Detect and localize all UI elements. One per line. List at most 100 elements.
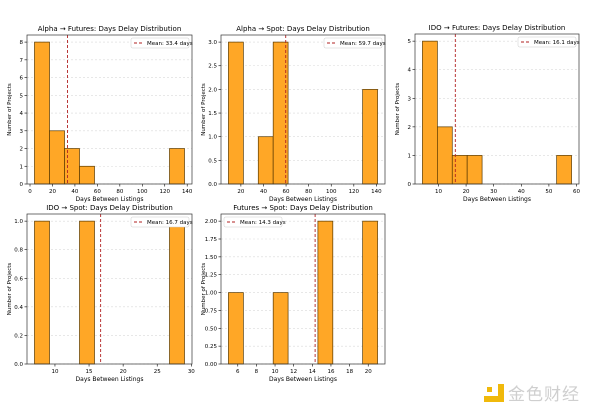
logo-icon — [484, 383, 504, 402]
histogram-bar — [169, 148, 185, 185]
y-tick-label: 0.0 — [208, 182, 217, 188]
x-tick-label: 40 — [518, 189, 525, 195]
y-tick-label: 1.75 — [205, 237, 218, 243]
y-tick-label: 3.0 — [208, 40, 217, 46]
chart-title: Futures → Spot: Days Delay Distribution — [233, 204, 373, 212]
y-tick-label: 0 — [20, 182, 24, 188]
x-tick-label: 20 — [463, 189, 470, 195]
y-tick-label: 1.25 — [205, 273, 218, 279]
watermark-text: 金色财经 — [508, 385, 580, 405]
legend-label: Mean: 16.1 days — [534, 40, 580, 46]
y-axis-label: Number of Projects — [201, 263, 207, 316]
y-tick-label: 0.0 — [14, 362, 23, 368]
y-tick-label: 0.5 — [208, 158, 217, 164]
y-tick-label: 8 — [20, 40, 24, 46]
chart-title: Alpha → Spot: Days Delay Distribution — [236, 25, 370, 33]
y-tick-label: 0.6 — [14, 276, 23, 282]
histogram-bar — [79, 220, 95, 365]
histogram-bar — [228, 41, 244, 185]
y-axis-label: Number of Projects — [7, 83, 13, 136]
histogram-bar — [362, 89, 378, 185]
y-tick-label: 2.0 — [208, 87, 217, 93]
histogram-bar — [79, 165, 95, 185]
histogram-bar — [272, 292, 289, 365]
legend-box — [223, 216, 283, 228]
x-tick-label: 50 — [545, 189, 552, 195]
y-axis-label: Number of Projects — [395, 83, 401, 136]
y-tick-label: 1.0 — [14, 219, 23, 225]
watermark-logo: 金色财经 — [484, 380, 580, 405]
y-tick-label: 3 — [20, 129, 24, 135]
histogram-bar — [228, 292, 244, 365]
legend-box — [130, 216, 190, 228]
x-tick-label: 10 — [272, 369, 279, 375]
plot-frame — [26, 34, 193, 185]
x-tick-label: 120 — [349, 189, 360, 195]
plot-frame — [26, 213, 193, 365]
histogram-bar — [34, 41, 50, 185]
x-tick-label: 20 — [237, 189, 244, 195]
y-tick-label: 2 — [408, 125, 412, 131]
histogram-bar — [257, 136, 274, 185]
x-tick-label: 140 — [182, 189, 193, 195]
x-tick-label: 20 — [49, 189, 56, 195]
x-tick-label: 30 — [188, 369, 195, 375]
y-tick-label: 4 — [20, 111, 24, 117]
y-tick-label: 0.50 — [205, 326, 218, 332]
histogram-bar — [466, 155, 483, 185]
y-axis-label: Number of Projects — [7, 263, 13, 316]
x-tick-label: 20 — [365, 369, 372, 375]
chart-title: IDO → Futures: Days Delay Distribution — [429, 24, 566, 32]
histogram-bar — [317, 220, 334, 365]
x-axis-label: Days Between Listings — [269, 196, 337, 203]
x-tick-label: 16 — [327, 369, 334, 375]
y-tick-label: 0.8 — [14, 248, 23, 254]
histogram-bar — [362, 220, 378, 365]
legend-box — [323, 37, 383, 49]
histogram-bar — [169, 220, 185, 365]
x-tick-label: 10 — [435, 189, 442, 195]
y-tick-label: 2.00 — [205, 219, 218, 225]
y-tick-label: 4 — [408, 68, 412, 74]
x-tick-label: 140 — [371, 189, 382, 195]
x-axis-label: Days Between Listings — [269, 376, 337, 383]
legend-label: Mean: 59.7 days — [340, 41, 386, 47]
y-tick-label: 6 — [20, 76, 24, 82]
x-tick-label: 8 — [255, 369, 259, 375]
x-tick-label: 60 — [283, 189, 290, 195]
y-tick-label: 0.2 — [14, 333, 23, 339]
x-tick-label: 40 — [260, 189, 267, 195]
plot-frame — [220, 34, 386, 185]
x-tick-label: 15 — [86, 369, 93, 375]
legend-label: Mean: 14.3 days — [240, 220, 286, 226]
y-tick-label: 0.4 — [14, 305, 23, 311]
y-tick-label: 1 — [20, 164, 24, 170]
chart-title: Alpha → Futures: Days Delay Distribution — [38, 25, 182, 33]
plot-frame — [220, 213, 386, 365]
x-tick-label: 60 — [573, 189, 580, 195]
x-tick-label: 6 — [236, 369, 240, 375]
y-tick-label: 5 — [408, 39, 412, 45]
x-axis-label: Days Between Listings — [76, 196, 144, 203]
y-tick-label: 1.5 — [208, 111, 217, 117]
y-axis-label: Number of Projects — [201, 83, 207, 136]
y-tick-label: 0.75 — [205, 308, 218, 314]
x-tick-label: 14 — [309, 369, 316, 375]
x-tick-label: 25 — [154, 369, 161, 375]
y-tick-label: 0.25 — [205, 344, 218, 350]
x-tick-label: 80 — [116, 189, 123, 195]
x-tick-label: 18 — [346, 369, 353, 375]
plot-frame — [414, 33, 580, 185]
histogram-bar — [49, 130, 65, 185]
histogram-bar — [64, 148, 80, 185]
x-axis-label: Days Between Listings — [76, 376, 144, 383]
x-tick-label: 120 — [159, 189, 170, 195]
x-tick-label: 100 — [137, 189, 148, 195]
x-tick-label: 12 — [290, 369, 297, 375]
legend-label: Mean: 16.7 days — [147, 220, 193, 226]
histogram-bar — [34, 220, 50, 365]
x-tick-label: 10 — [51, 369, 58, 375]
histogram-bar — [422, 40, 438, 185]
x-tick-label: 30 — [490, 189, 497, 195]
